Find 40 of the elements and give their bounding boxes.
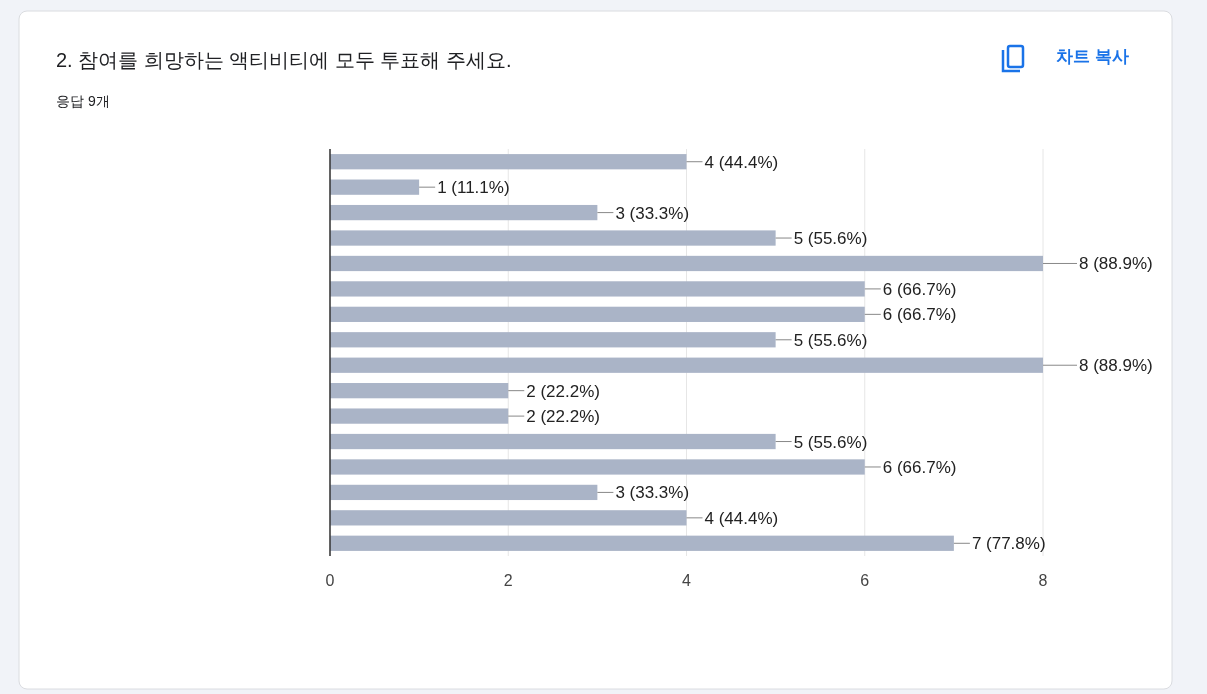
data-label: 5 (55.6%) bbox=[793, 432, 868, 452]
bar bbox=[330, 230, 776, 246]
x-tick-label: 0 bbox=[325, 572, 335, 589]
bar bbox=[330, 535, 954, 551]
data-label: 2 (22.2%) bbox=[526, 381, 600, 401]
subtitle: 응답 9개 bbox=[56, 93, 110, 109]
data-label: 6 (66.7%) bbox=[882, 305, 957, 325]
data-label: 6 (66.7%) bbox=[882, 279, 957, 299]
bar bbox=[330, 433, 776, 450]
x-tick-label: 6 bbox=[860, 572, 870, 589]
bar bbox=[330, 154, 687, 170]
text: 차트 복사 bbox=[1056, 47, 1129, 66]
data-label: 4 (44.4%) bbox=[704, 152, 779, 172]
bar bbox=[330, 255, 1043, 272]
data-label: 1 (11.1%) bbox=[437, 178, 510, 198]
data-label: 5 (55.6%) bbox=[793, 229, 868, 249]
bar bbox=[330, 332, 776, 348]
bar bbox=[330, 510, 687, 526]
data-label: 5 (55.6%) bbox=[793, 330, 868, 350]
x-tick-label: 4 bbox=[682, 572, 692, 589]
data-label: 7 (77.8%) bbox=[971, 534, 1046, 554]
bar bbox=[330, 459, 865, 475]
bar bbox=[330, 383, 509, 399]
data-label: 4 (44.4%) bbox=[704, 508, 779, 528]
data-label: 6 (66.7%) bbox=[882, 457, 957, 477]
bar bbox=[330, 357, 1043, 373]
bar bbox=[330, 484, 598, 501]
x-tick-label: 8 bbox=[1038, 572, 1048, 589]
data-label: 3 (33.3%) bbox=[615, 203, 690, 223]
data-label: 2 (22.2%) bbox=[526, 407, 600, 427]
data-label: 3 (33.3%) bbox=[615, 483, 690, 503]
bar bbox=[330, 281, 865, 297]
bar bbox=[330, 179, 420, 195]
bar bbox=[330, 408, 509, 424]
title: 2. 참여를 희망하는 액티비티에 모두 투표해 주세요. bbox=[56, 49, 512, 71]
x-tick-label: 2 bbox=[503, 572, 513, 589]
bar bbox=[330, 306, 865, 322]
bar bbox=[330, 204, 598, 221]
data-label: 8 (88.9%) bbox=[1079, 254, 1153, 274]
data-label: 8 (88.9%) bbox=[1079, 356, 1153, 376]
